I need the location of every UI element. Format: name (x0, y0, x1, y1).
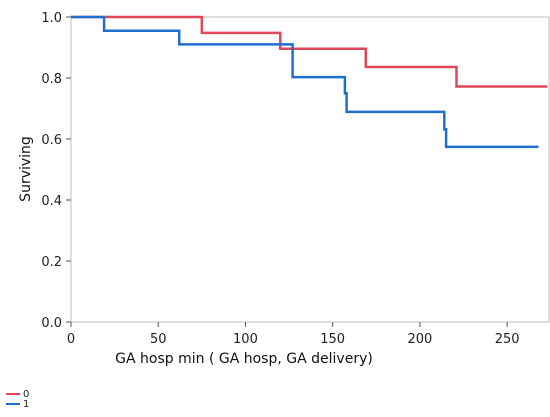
series-layer (71, 15, 548, 149)
y-tick-label: 0.2 (41, 255, 62, 270)
series-line-0 (71, 15, 548, 88)
x-tick-label: 250 (495, 332, 520, 347)
x-tick-label: 100 (233, 332, 258, 347)
x-tick-label: 50 (150, 332, 167, 347)
legend-label-1: 1 (23, 399, 29, 410)
x-axis: 0 50 100 150 200 250 (67, 322, 520, 347)
legend-label-0: 0 (23, 389, 29, 400)
x-tick-label: 150 (320, 332, 345, 347)
y-axis-title: Surviving (18, 136, 34, 202)
y-tick-label: 0.6 (41, 133, 62, 148)
x-tick-label: 200 (407, 332, 432, 347)
y-tick-label: 0.4 (41, 194, 62, 209)
y-tick-label: 1.0 (41, 11, 62, 26)
y-tick-label: 0.0 (41, 316, 62, 331)
y-axis: 0.0 0.2 0.4 0.6 0.8 1.0 (41, 11, 71, 331)
x-axis-title: GA hosp min ( GA hosp, GA delivery) (115, 351, 373, 367)
series-line-1 (71, 15, 539, 149)
plot-frame (70, 16, 550, 323)
x-tick-label: 0 (67, 332, 75, 347)
legend: 01 (6, 389, 29, 410)
y-tick-label: 0.8 (41, 72, 62, 87)
